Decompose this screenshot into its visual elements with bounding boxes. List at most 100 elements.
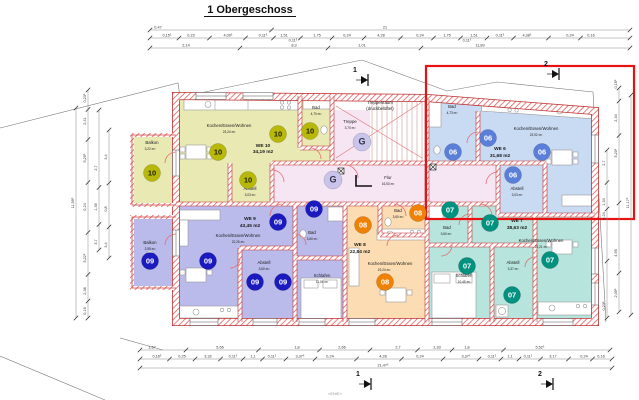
room-label: Balkon <box>143 240 157 245</box>
unit-badge-number: 10 <box>306 127 314 136</box>
dim-value: 1,8 <box>464 345 469 349</box>
dim-tick <box>85 298 91 304</box>
sofa-we8 <box>348 247 360 287</box>
dim-tick <box>616 133 622 138</box>
unit-badge-circle <box>143 164 161 182</box>
dim-tick <box>484 35 490 41</box>
dim-value: 1,8 <box>294 345 299 349</box>
dim-tick <box>627 45 633 51</box>
dim-value: 1,51 <box>470 33 477 37</box>
dim-value: 0,47 <box>154 25 161 29</box>
room-label: Bad <box>394 208 402 213</box>
unit-badge-number: 10 <box>148 169 156 178</box>
section-marker-number: 2 <box>544 61 548 68</box>
dim-value: 0,8 <box>104 206 108 211</box>
unit-badge-circle <box>239 171 257 189</box>
table-we7 <box>551 239 573 255</box>
walls <box>130 91 599 326</box>
room-label: 3,22 m² <box>145 147 156 151</box>
section-marker-flag <box>364 380 371 388</box>
unit-badge-number: 07 <box>508 291 516 300</box>
room-label: Bad <box>443 225 451 230</box>
dim-tick <box>604 206 610 212</box>
unit-badge-circle <box>504 166 522 184</box>
room-label: WE 7 <box>511 218 523 224</box>
dim-value: 2,34 <box>614 114 618 121</box>
dim-tick <box>85 107 91 112</box>
room-label: 3,70 m² <box>345 126 356 130</box>
dim-tick <box>354 356 359 362</box>
unit-badge-circle <box>444 143 462 161</box>
dim-tick <box>147 45 153 51</box>
unit-badge-number: 07 <box>546 256 554 265</box>
room-label: 3,03 m² <box>245 193 256 197</box>
dim-value: 0,24 <box>83 203 87 210</box>
dim-tick <box>85 230 91 235</box>
dim-value: 3,17 <box>549 354 556 358</box>
dim-value: 4,09⁵ <box>224 33 233 37</box>
table-we10 <box>185 144 207 160</box>
dim-tick <box>218 356 223 362</box>
dim-tick <box>106 180 112 186</box>
dim-value: 11,59⁵ <box>71 197 75 208</box>
toilet-we10 <box>320 125 328 135</box>
dim-value: 4,38⁵ <box>523 33 532 37</box>
unit-badge-circle <box>199 252 217 270</box>
unit-badge-number: 08 <box>381 278 389 287</box>
dim-value: 2,41 <box>83 117 87 124</box>
unit-badge-circle <box>541 251 559 269</box>
room-label: 3,60 m² <box>441 232 452 236</box>
dim-tick <box>85 87 91 93</box>
room-label: WE 10 <box>256 143 271 149</box>
room-label: Flur <box>384 175 392 180</box>
room-label: Kochen/Essen/Wohnen <box>519 238 564 243</box>
dim-value: 0,11⁵ <box>268 354 277 358</box>
dim-value: 0,16 <box>587 33 594 37</box>
unit-badge-circle <box>481 214 499 232</box>
dim-value: 2,66 <box>338 345 345 349</box>
dim-value: 8,3 <box>291 43 296 47</box>
dim-tick <box>283 356 289 362</box>
dim-tick <box>361 35 367 41</box>
unit-badge-number: 08 <box>359 221 367 230</box>
dim-value: 0,16 <box>597 354 604 358</box>
unit-badge-number: 10 <box>244 176 252 185</box>
unit-badge-circle <box>409 204 427 222</box>
room-label: 23,92 m² <box>530 133 543 137</box>
dim-value: 0,24 <box>326 354 333 358</box>
room-label: 22,84 m2 <box>350 249 371 255</box>
room-label: 4,73 m² <box>447 111 458 115</box>
dim-tick <box>604 180 610 185</box>
dim-tick <box>628 92 634 98</box>
dim-value: 5,66 <box>216 345 223 349</box>
dim-value: 1,75 <box>313 33 320 37</box>
table-we8 <box>385 287 407 303</box>
room-label: 19,24 m² <box>378 268 391 272</box>
unit-badge-circle <box>458 257 476 275</box>
dim-value: 0,16 <box>83 307 87 314</box>
unit-badge-circle <box>323 170 343 190</box>
dim-value: 21,47⁵ <box>377 363 389 367</box>
room-label: 23,24 m² <box>223 130 236 134</box>
windows <box>172 92 599 326</box>
dim-value: 4,95 <box>614 249 618 256</box>
dim-tick <box>498 356 504 362</box>
unit-badge-circle <box>352 132 372 152</box>
dim-value: 3,32 <box>204 354 211 358</box>
dim-tick <box>317 347 322 353</box>
unit-badge-number: 06 <box>509 171 517 180</box>
dim-value: 0,23 <box>187 33 194 37</box>
dim-value: 0,11⁵ <box>289 38 298 42</box>
dim-tick <box>415 347 420 353</box>
bathtub-we6 <box>428 100 442 128</box>
dim-value: 1,67 <box>148 345 155 349</box>
room-label: Schlafen <box>314 273 331 278</box>
room-label: Bad <box>448 104 456 109</box>
room-label: 21,21 m² <box>535 245 548 249</box>
dim-tick <box>85 272 91 277</box>
unit-badge-circle <box>305 200 323 218</box>
dim-tick <box>325 45 331 51</box>
dim-tick <box>440 356 446 362</box>
dim-value: 0,24 <box>343 33 350 37</box>
dim-value: 0,24 <box>602 212 606 219</box>
